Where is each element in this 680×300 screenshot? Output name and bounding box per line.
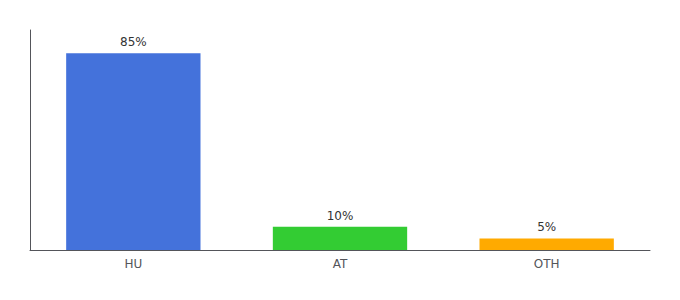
- svg-text:OTH: OTH: [534, 257, 560, 271]
- svg-text:HU: HU: [124, 257, 142, 271]
- svg-text:85%: 85%: [120, 35, 147, 49]
- svg-text:AT: AT: [333, 257, 348, 271]
- svg-text:5%: 5%: [537, 220, 556, 234]
- svg-text:10%: 10%: [327, 209, 354, 223]
